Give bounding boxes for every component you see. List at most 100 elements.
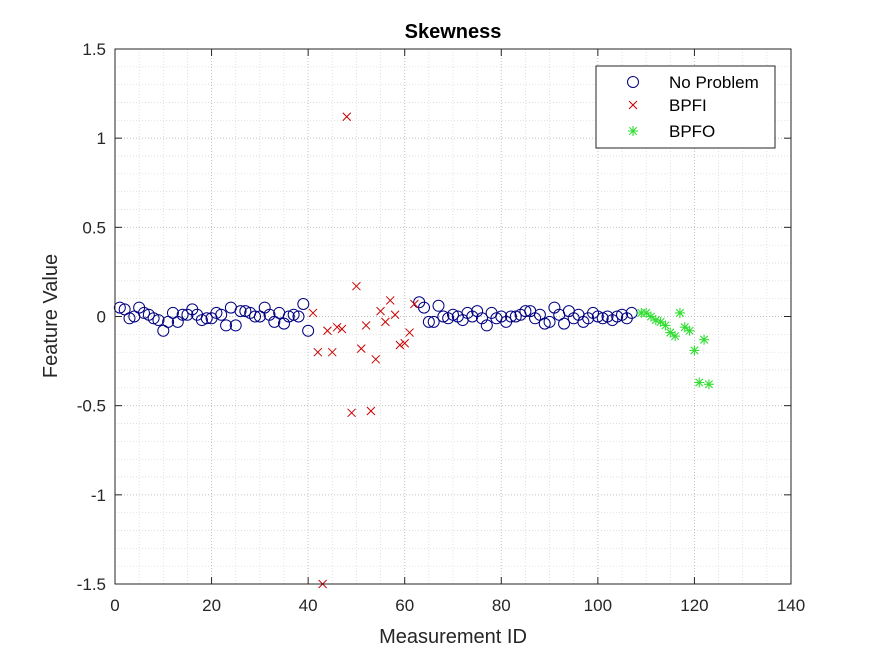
no-problem-point	[287, 308, 300, 321]
bpfi-point	[400, 338, 410, 348]
bpfi-point	[308, 308, 318, 318]
bpfi-point	[376, 306, 385, 316]
bpfi-point	[410, 299, 419, 309]
legend-marks	[627, 76, 639, 136]
x-stroke	[366, 406, 376, 416]
bpfo-point	[641, 307, 652, 318]
x-stroke	[381, 317, 390, 327]
bpfi-point	[356, 344, 366, 353]
no-problem-point	[152, 314, 165, 327]
chart-title: Skewness	[405, 21, 502, 43]
x-stroke	[385, 296, 395, 305]
x-stroke	[332, 322, 342, 332]
bpfi-point	[347, 408, 356, 418]
no-problem-point	[543, 315, 556, 328]
no-problem-point	[137, 306, 150, 319]
asterisk-stroke	[661, 321, 670, 330]
bpfo-point	[689, 345, 700, 356]
no-problem-point	[297, 298, 310, 311]
no-problem-point	[504, 310, 517, 323]
legend-label-no-problem: No Problem	[669, 73, 759, 92]
y-axis-label: Feature Value	[40, 254, 62, 378]
no-problem-point	[215, 308, 228, 321]
x-stroke	[342, 112, 352, 122]
bpfi-point	[352, 281, 361, 291]
no-problem-point	[210, 306, 223, 319]
x-tick-label: 140	[777, 596, 805, 615]
asterisk-stroke	[699, 335, 709, 344]
bpfi-point	[385, 296, 395, 305]
y-tick-label: 0.5	[82, 218, 106, 237]
x-axis-label: Measurement ID	[379, 626, 527, 648]
x-tick-label: 80	[492, 596, 511, 615]
asterisk-stroke	[646, 312, 656, 321]
legend-label-bpfo: BPFO	[669, 122, 715, 141]
no-problem-point	[591, 310, 604, 323]
legend-marker-no-problem	[627, 76, 639, 88]
asterisk-stroke	[680, 323, 689, 332]
no-problem-point	[447, 308, 459, 321]
data-marks	[113, 112, 714, 589]
x-stroke	[323, 326, 332, 336]
bpfi-point	[342, 112, 352, 122]
x-stroke	[308, 308, 318, 318]
y-tick-label: 1.5	[82, 40, 106, 59]
x-tick-label: 120	[680, 596, 708, 615]
bpfo-point	[684, 325, 695, 336]
bpfo-point	[660, 320, 671, 331]
bpfi-point	[332, 322, 342, 332]
no-problem-point	[432, 299, 445, 312]
no-problem-point	[200, 312, 213, 325]
bpfo-point	[670, 331, 681, 342]
no-problem-point	[558, 317, 571, 330]
no-problem-point	[249, 310, 262, 323]
x-tick-label: 60	[395, 596, 414, 615]
no-problem-point	[176, 308, 189, 321]
asterisk-stroke	[670, 331, 680, 341]
no-problem-point	[229, 319, 242, 332]
asterisk-stroke	[666, 328, 675, 337]
no-problem-point	[147, 312, 160, 325]
bpfo-point	[674, 307, 685, 318]
y-tick-label: -1.5	[77, 575, 106, 594]
asterisk-stroke	[628, 126, 638, 136]
no-problem-point	[292, 310, 305, 323]
x-tick-label: 20	[202, 596, 221, 615]
legend-label-bpfi: BPFI	[669, 96, 707, 115]
no-problem-point	[596, 312, 609, 325]
bpfi-point	[323, 326, 332, 336]
legend-marker-bpfo	[628, 126, 638, 136]
no-problem-point	[611, 310, 624, 323]
x-stroke	[376, 306, 385, 316]
asterisk-stroke	[695, 378, 704, 387]
bpfo-point	[703, 379, 714, 390]
asterisk-stroke	[704, 380, 714, 389]
x-stroke	[347, 408, 356, 418]
legend-marker-bpfi	[628, 100, 638, 110]
no-problem-point	[509, 310, 522, 323]
x-stroke	[352, 281, 361, 291]
bpfo-point	[699, 334, 710, 345]
no-problem-point	[282, 310, 295, 323]
no-problem-point	[302, 324, 315, 337]
asterisk-stroke	[651, 315, 660, 325]
no-problem-point	[427, 315, 440, 328]
asterisk-stroke	[685, 326, 694, 335]
x-stroke	[361, 321, 371, 330]
asterisk-stroke	[642, 308, 651, 318]
asterisk-stroke	[656, 317, 665, 326]
x-tick-label: 0	[110, 596, 119, 615]
no-problem-point	[195, 314, 208, 327]
x-stroke	[337, 324, 347, 334]
bpfi-point	[390, 310, 400, 320]
x-stroke	[371, 354, 381, 364]
legend: No Problem BPFI BPFO	[595, 65, 776, 149]
no-problem-point	[113, 301, 126, 314]
x-tick-label: 100	[584, 596, 612, 615]
bpfo-point	[694, 377, 705, 388]
x-stroke	[313, 347, 323, 357]
x-tick-label: 40	[299, 596, 318, 615]
no-problem-point	[480, 319, 493, 332]
no-problem-point	[437, 310, 450, 323]
bpfi-point	[371, 354, 381, 364]
